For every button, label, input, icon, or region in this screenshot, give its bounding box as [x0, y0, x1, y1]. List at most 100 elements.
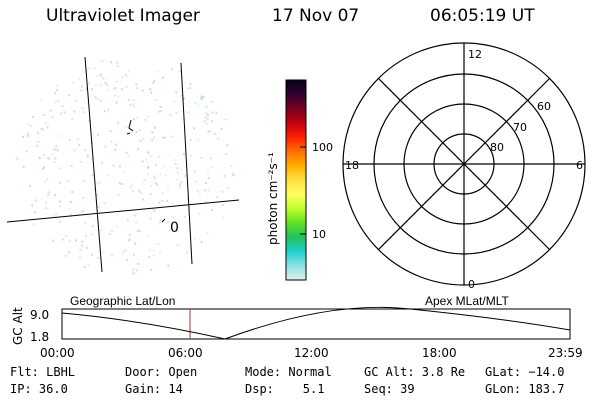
noise-dot — [125, 74, 128, 77]
noise-dot — [149, 155, 152, 158]
noise-dot — [56, 149, 59, 151]
date-label: 17 Nov 07 — [272, 6, 360, 26]
noise-dot — [138, 229, 141, 232]
noise-dot — [207, 130, 210, 133]
noise-dot — [194, 180, 197, 183]
noise-dot — [94, 96, 97, 99]
lat-label-60: 60 — [537, 100, 551, 113]
noise-dot — [59, 167, 62, 170]
map-annotation: 0 — [170, 220, 179, 236]
noise-dot — [197, 104, 200, 107]
noise-dot — [56, 99, 59, 102]
meridian-line — [84, 56, 103, 273]
noise-dot — [66, 180, 69, 183]
noise-dot — [200, 240, 203, 243]
noise-dot — [153, 175, 156, 178]
noise-dot — [155, 163, 158, 166]
noise-dot — [78, 144, 81, 146]
noise-dot — [130, 183, 133, 186]
noise-dot — [32, 223, 35, 226]
noise-dot — [158, 155, 161, 158]
noise-dot — [27, 134, 30, 137]
noise-dot — [213, 133, 216, 135]
noise-dot — [177, 77, 180, 79]
noise-dot — [146, 172, 149, 175]
noise-dot — [113, 87, 116, 90]
noise-dot — [232, 172, 235, 175]
noise-dot — [133, 105, 136, 108]
noise-dot — [209, 157, 212, 160]
noise-dot — [91, 233, 94, 236]
noise-dot — [150, 91, 153, 94]
noise-dot — [37, 140, 40, 143]
noise-dot — [167, 264, 170, 267]
noise-dot — [80, 244, 83, 247]
noise-dot — [43, 153, 46, 156]
noise-dot — [163, 137, 166, 139]
noise-dot — [135, 221, 138, 224]
noise-dot — [110, 61, 112, 64]
noise-dot — [125, 85, 128, 88]
noise-dot — [149, 185, 152, 188]
noise-dot — [42, 114, 45, 116]
noise-dot — [144, 118, 147, 121]
info-door: Door: Open — [125, 365, 198, 379]
noise-dot — [157, 243, 160, 245]
noise-dot — [155, 99, 158, 102]
noise-dot — [84, 149, 87, 152]
noise-dot — [54, 194, 56, 197]
noise-dot — [176, 244, 179, 247]
noise-dot — [97, 205, 100, 208]
noise-dot — [58, 182, 61, 185]
noise-dot — [112, 164, 115, 167]
colorbar-label: photon cm⁻²s⁻¹ — [266, 152, 280, 245]
noise-dot — [107, 109, 110, 112]
noise-dot — [80, 160, 83, 163]
noise-dot — [124, 249, 127, 252]
info-dsp: Dsp: 5.1 — [245, 382, 325, 396]
noise-dot — [121, 76, 124, 79]
noise-dot — [211, 120, 214, 123]
noise-dot — [220, 127, 223, 130]
noise-dot — [94, 84, 97, 87]
noise-dot — [102, 77, 105, 80]
noise-dot — [179, 70, 181, 73]
noise-dot — [99, 73, 102, 76]
noise-dot — [169, 114, 172, 117]
noise-dot — [163, 165, 166, 168]
colorbar-tick-10: 10 — [312, 228, 326, 241]
noise-dot — [79, 248, 82, 251]
noise-dot — [200, 95, 203, 98]
noise-dot — [204, 189, 207, 192]
noise-dot — [116, 61, 119, 64]
noise-dot — [166, 199, 169, 202]
noise-dot — [54, 101, 57, 104]
noise-dot — [49, 109, 52, 112]
noise-dot — [149, 193, 152, 196]
mlt-label-0: 0 — [468, 278, 475, 291]
noise-dot — [63, 111, 66, 114]
noise-dot — [150, 212, 153, 215]
noise-dot — [41, 128, 44, 131]
noise-dot — [147, 167, 150, 169]
y-tick-1-8: 1.8 — [30, 330, 49, 344]
noise-dot — [135, 83, 138, 86]
colorbar-tick-100: 100 — [312, 141, 333, 154]
noise-dot — [22, 166, 25, 168]
noise-dot — [100, 84, 103, 87]
noise-dot — [56, 84, 59, 87]
noise-dot — [86, 101, 89, 104]
noise-dot — [142, 198, 144, 201]
noise-dot — [85, 88, 88, 91]
noise-dot — [125, 125, 128, 128]
noise-dot — [44, 180, 47, 183]
noise-dot — [80, 89, 83, 92]
noise-dot — [52, 240, 55, 243]
noise-dot — [153, 177, 156, 180]
noise-dot — [205, 200, 208, 203]
noise-dot — [120, 88, 123, 91]
noise-dot — [110, 140, 113, 143]
noise-dot — [138, 189, 141, 192]
noise-dot — [90, 158, 93, 161]
noise-dot — [138, 128, 141, 131]
